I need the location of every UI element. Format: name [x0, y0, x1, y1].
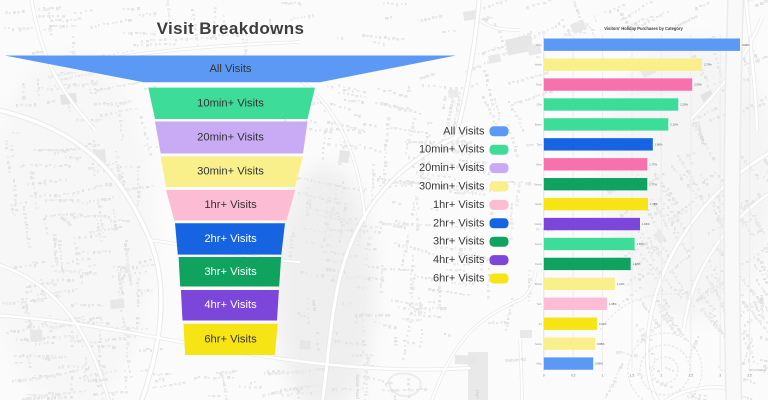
- svg-text:4hr+ Visits: 4hr+ Visits: [433, 254, 485, 266]
- svg-text:Tech: Tech: [537, 303, 543, 306]
- svg-text:1.48%: 1.48%: [633, 262, 641, 266]
- svg-text:1.78%: 1.78%: [650, 202, 658, 206]
- svg-text:Watson Rd: Watson Rd: [505, 356, 527, 363]
- svg-text:North St: North St: [419, 71, 436, 81]
- svg-text:Hill St: Hill St: [311, 300, 317, 312]
- svg-text:30min+ Visits: 30min+ Visits: [197, 166, 264, 178]
- svg-text:Decor: Decor: [535, 243, 542, 246]
- svg-text:Art: Art: [539, 323, 543, 326]
- svg-text:Long Lane: Long Lane: [88, 377, 109, 383]
- svg-text:2.53%: 2.53%: [694, 83, 702, 87]
- svg-text:Cards: Cards: [535, 263, 542, 266]
- svg-text:1hr+ Visits: 1hr+ Visits: [433, 199, 485, 211]
- svg-text:Gifts: Gifts: [537, 104, 543, 107]
- svg-text:6hr+ Visits: 6hr+ Visits: [204, 333, 257, 345]
- svg-text:0.91%: 0.91%: [599, 322, 607, 326]
- svg-text:Toys: Toys: [537, 143, 543, 146]
- svg-text:Visitors' Holiday Purchases by: Visitors' Holiday Purchases by Category: [604, 26, 683, 31]
- svg-text:1: 1: [602, 374, 604, 378]
- svg-text:2.70%: 2.70%: [704, 63, 712, 67]
- svg-text:3hr+ Visits: 3hr+ Visits: [204, 266, 257, 278]
- svg-text:3.34%: 3.34%: [742, 43, 750, 47]
- svg-text:Misc: Misc: [537, 363, 543, 366]
- svg-text:2hr+ Visits: 2hr+ Visits: [204, 233, 257, 245]
- svg-text:All Visits: All Visits: [209, 63, 251, 75]
- svg-text:Tours: Tours: [536, 44, 543, 47]
- svg-text:10min+ Visits: 10min+ Visits: [419, 144, 485, 156]
- svg-text:1.08%: 1.08%: [609, 302, 617, 306]
- svg-text:Hotels: Hotels: [535, 64, 543, 67]
- svg-text:Books: Books: [535, 124, 543, 127]
- svg-text:2: 2: [661, 374, 663, 378]
- svg-text:Plants: Plants: [535, 283, 543, 286]
- svg-text:1.77%: 1.77%: [649, 182, 657, 186]
- svg-text:2.5: 2.5: [689, 374, 694, 378]
- svg-text:Socks: Socks: [535, 343, 543, 346]
- svg-text:0.88%: 0.88%: [597, 342, 605, 346]
- svg-text:1.86%: 1.86%: [655, 142, 663, 146]
- svg-text:Pct of Visitors: Pct of Visitors: [750, 368, 767, 372]
- svg-text:2.29%: 2.29%: [680, 103, 688, 107]
- svg-text:20min+ Visits: 20min+ Visits: [419, 162, 485, 174]
- svg-text:1hr+ Visits: 1hr+ Visits: [204, 199, 257, 211]
- svg-text:0: 0: [543, 374, 545, 378]
- svg-text:Ring Rd: Ring Rd: [759, 295, 765, 311]
- svg-text:Station Road: Station Road: [355, 374, 360, 399]
- svg-text:Visit Breakdowns: Visit Breakdowns: [157, 19, 305, 38]
- svg-text:0.85%: 0.85%: [595, 362, 603, 366]
- svg-text:10min+ Visits: 10min+ Visits: [197, 97, 264, 109]
- svg-text:Music: Music: [535, 203, 542, 206]
- svg-text:30min+ Visits: 30min+ Visits: [419, 181, 485, 193]
- svg-text:20min+ Visits: 20min+ Visits: [197, 132, 264, 144]
- svg-text:3hr+ Visits: 3hr+ Visits: [433, 236, 485, 248]
- svg-text:1.21%: 1.21%: [617, 282, 625, 286]
- svg-text:High St: High St: [475, 390, 481, 400]
- svg-text:1.55%: 1.55%: [637, 242, 645, 246]
- svg-text:All Visits: All Visits: [443, 125, 485, 137]
- svg-text:Wine: Wine: [536, 163, 542, 166]
- svg-text:0.5: 0.5: [571, 374, 576, 378]
- svg-text:Lockend Rd: Lockend Rd: [696, 121, 706, 145]
- svg-text:2.12%: 2.12%: [670, 123, 678, 127]
- svg-text:1.5: 1.5: [630, 374, 635, 378]
- svg-text:Candy: Candy: [535, 223, 543, 226]
- svg-text:Games: Games: [534, 183, 543, 186]
- svg-text:6hr+ Visits: 6hr+ Visits: [433, 273, 485, 285]
- svg-text:3: 3: [719, 374, 721, 378]
- svg-text:1.64%: 1.64%: [642, 222, 650, 226]
- svg-text:2hr+ Visits: 2hr+ Visits: [433, 217, 485, 229]
- svg-text:4hr+ Visits: 4hr+ Visits: [204, 299, 257, 311]
- svg-text:1.77%: 1.77%: [649, 162, 657, 166]
- svg-text:3.5: 3.5: [747, 374, 752, 378]
- svg-text:Food: Food: [536, 84, 542, 87]
